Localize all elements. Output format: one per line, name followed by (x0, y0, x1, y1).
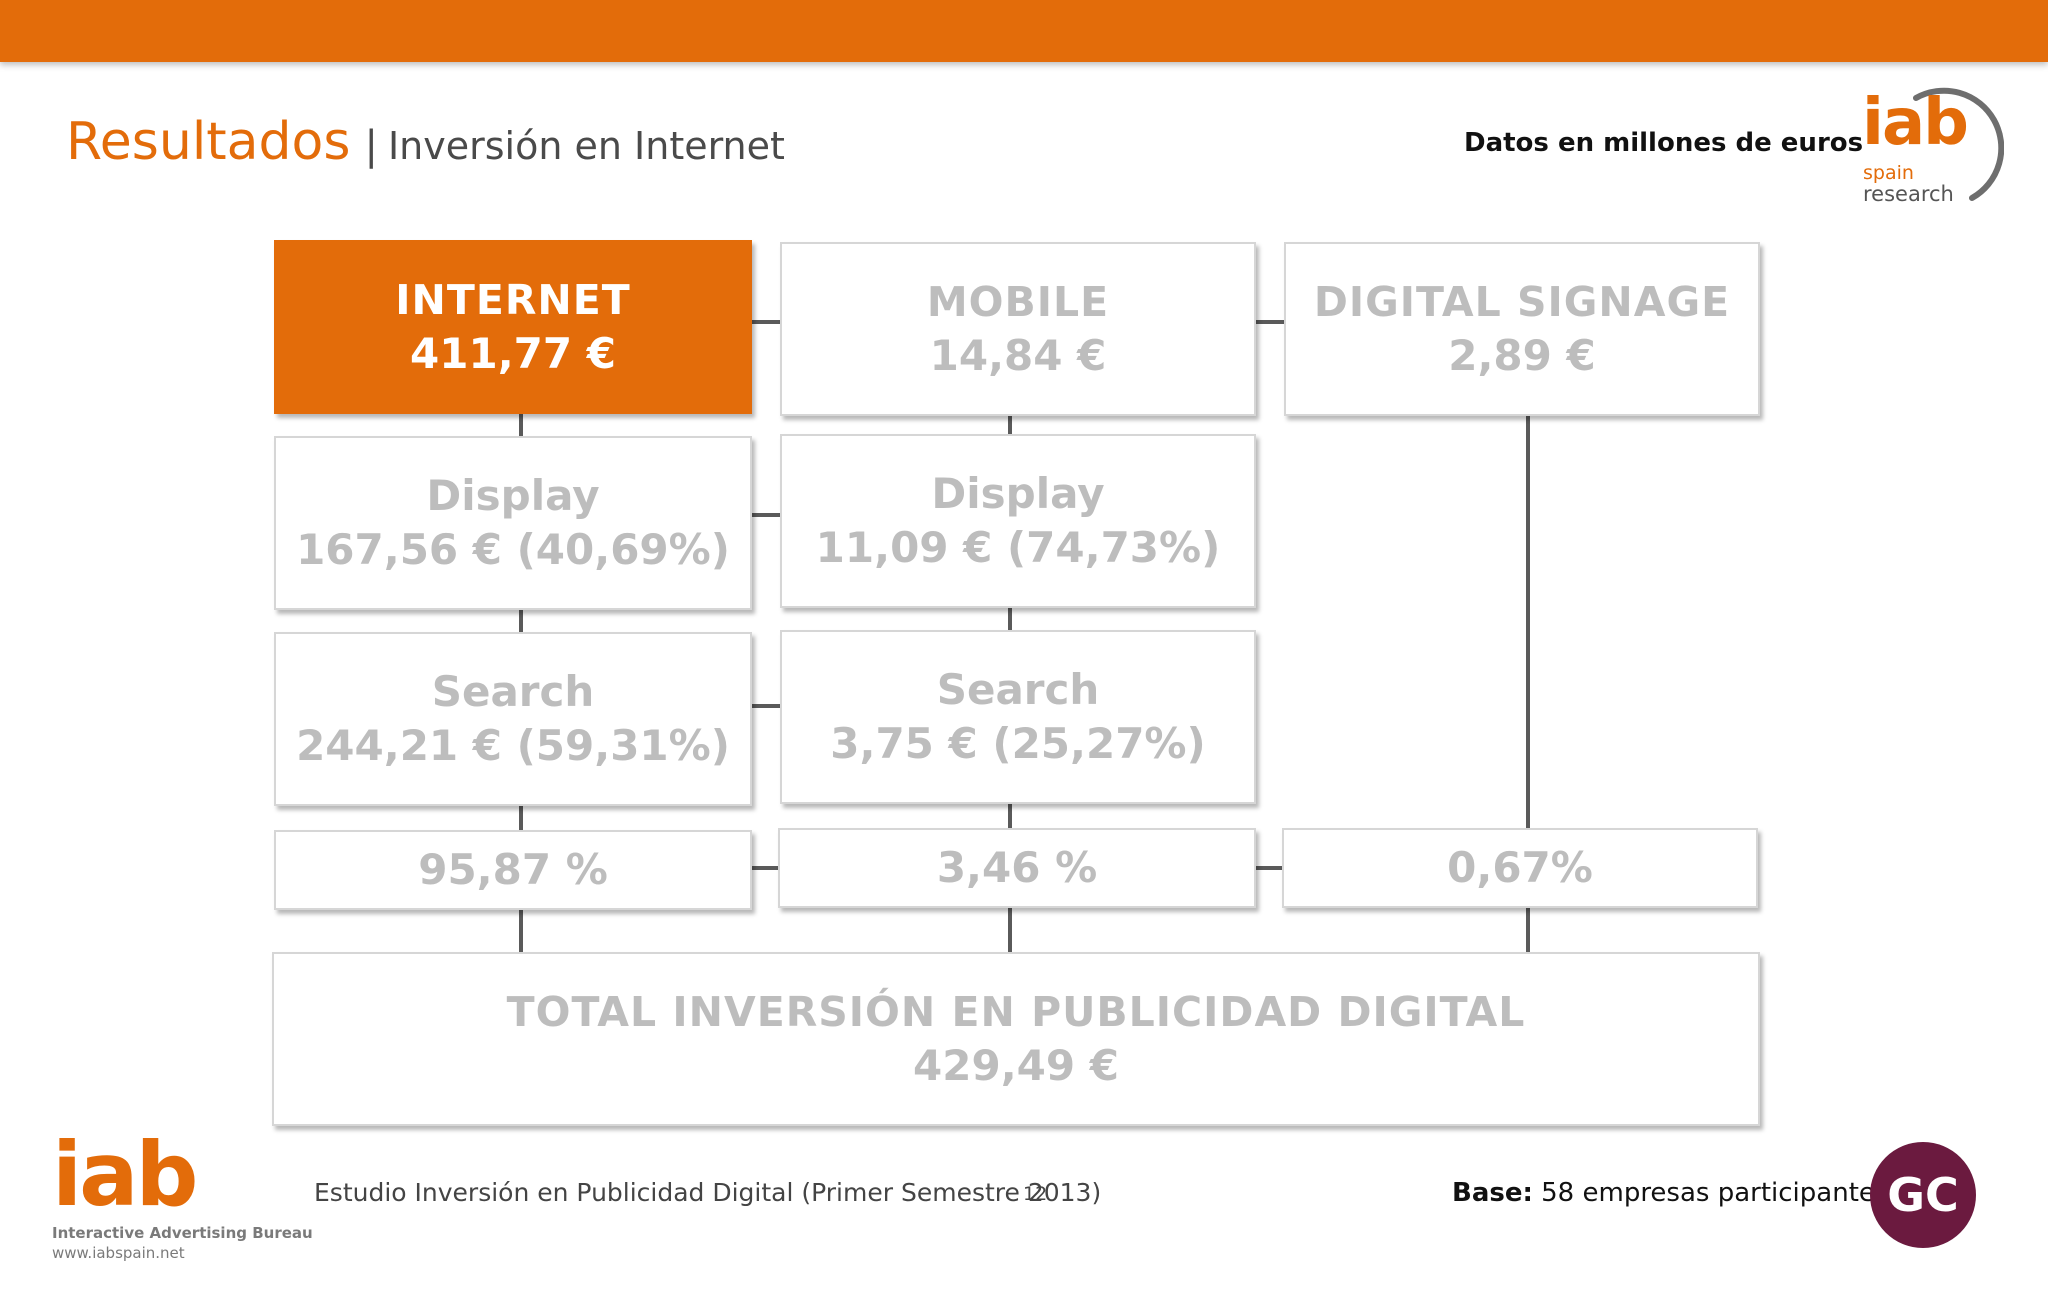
logo-spain-text: spain (1863, 162, 1914, 184)
signage-value: 2,89 € (1448, 331, 1596, 380)
total-label: TOTAL INVERSIÓN EN PUBLICIDAD DIGITAL (506, 988, 1526, 1036)
title-separator: | (364, 123, 378, 169)
gc-logo: GC (1870, 1142, 1976, 1248)
page-number: 12 (1023, 1183, 1048, 1205)
footer-logo-tagline: Interactive Advertising Bureau (52, 1224, 313, 1242)
logo-research-text: research (1863, 182, 1954, 206)
mobile-label: MOBILE (926, 278, 1110, 326)
internet-box: INTERNET 411,77 € (274, 240, 752, 414)
total-box: TOTAL INVERSIÓN EN PUBLICIDAD DIGITAL 42… (272, 952, 1760, 1126)
page-subtitle: Inversión en Internet (387, 124, 785, 168)
page-title-main: Resultados (66, 112, 351, 172)
internet-search-label: Search (431, 667, 595, 716)
base-note: Base: 58 empresas participantes (1452, 1178, 1888, 1208)
mobile-box: MOBILE 14,84 € (780, 242, 1256, 416)
internet-display-value: 167,56 € (40,69%) (296, 525, 730, 574)
total-value: 429,49 € (913, 1041, 1119, 1090)
internet-search-box: Search 244,21 € (59,31%) (274, 632, 752, 806)
iab-spain-research-logo: iab spain research (1854, 86, 2004, 216)
mobile-display-box: Display 11,09 € (74,73%) (780, 434, 1256, 608)
internet-display-label: Display (426, 471, 600, 520)
mobile-share-value: 3,46 % (936, 843, 1098, 892)
logo-iab-text: iab (1862, 86, 1969, 160)
units-note: Datos en millones de euros (1464, 128, 1864, 158)
footer-logo-text: iab (52, 1123, 199, 1226)
mobile-search-box: Search 3,75 € (25,27%) (780, 630, 1256, 804)
internet-search-value: 244,21 € (59,31%) (296, 721, 730, 770)
iab-footer-logo: iab Interactive Advertising Bureau www.i… (52, 1123, 313, 1263)
mobile-display-label: Display (931, 469, 1105, 518)
signage-share-value: 0,67% (1447, 843, 1593, 892)
footer-logo-url: www.iabspain.net (52, 1244, 185, 1262)
internet-label: INTERNET (395, 276, 631, 324)
study-caption: Estudio Inversión en Publicidad Digital … (314, 1178, 1102, 1207)
internet-share-value: 95,87 % (418, 845, 608, 894)
internet-value: 411,77 € (410, 329, 616, 378)
base-label: Base: (1452, 1178, 1533, 1208)
top-accent-bar (0, 0, 2048, 62)
signage-box: DIGITAL SIGNAGE 2,89 € (1284, 242, 1760, 416)
mobile-search-label: Search (936, 665, 1100, 714)
page-title: Resultados | Inversión en Internet (66, 112, 785, 172)
mobile-search-value: 3,75 € (25,27%) (830, 719, 1206, 768)
internet-display-box: Display 167,56 € (40,69%) (274, 436, 752, 610)
logo-arc-icon (1913, 87, 2004, 201)
mobile-share-box: 3,46 % (778, 828, 1256, 908)
internet-share-box: 95,87 % (274, 830, 752, 910)
mobile-display-value: 11,09 € (74,73%) (815, 523, 1221, 572)
signage-label: DIGITAL SIGNAGE (1313, 278, 1731, 326)
base-text: 58 empresas participantes (1541, 1178, 1889, 1208)
signage-share-box: 0,67% (1282, 828, 1758, 908)
mobile-value: 14,84 € (929, 331, 1107, 380)
